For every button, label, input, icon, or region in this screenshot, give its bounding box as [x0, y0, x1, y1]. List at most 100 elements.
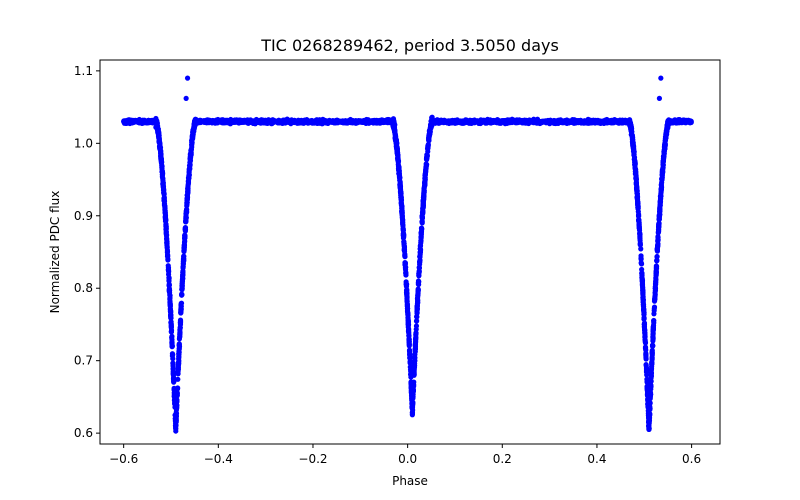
data-point: [163, 223, 169, 230]
data-point: [174, 386, 181, 392]
data-point: [638, 255, 644, 261]
data-point: [655, 229, 662, 235]
data-point: [664, 128, 670, 134]
x-tick-label: 0.6: [682, 452, 701, 466]
data-point: [510, 117, 517, 123]
data-point: [649, 342, 656, 348]
data-point: [415, 287, 421, 293]
data-point: [400, 222, 406, 228]
data-point: [184, 196, 190, 202]
data-point: [413, 334, 419, 340]
data-point: [412, 346, 418, 352]
data-point: [409, 404, 415, 410]
data-point: [419, 225, 425, 231]
data-point: [408, 371, 414, 377]
data-point: [397, 185, 404, 191]
data-point: [182, 233, 188, 239]
data-point: [646, 412, 653, 418]
data-point: [411, 363, 417, 369]
data-point: [651, 304, 658, 310]
x-tick-label: −0.4: [204, 452, 233, 466]
data-point: [165, 253, 171, 260]
x-tick-label: 0.0: [398, 452, 417, 466]
data-point: [419, 220, 425, 226]
data-point: [406, 341, 412, 348]
data-point: [649, 361, 655, 367]
data-point: [178, 309, 184, 315]
data-point: [405, 315, 411, 321]
data-point: [250, 118, 256, 124]
data-point: [270, 118, 276, 124]
data-point: [240, 117, 246, 124]
data-point: [656, 221, 662, 227]
data-point: [166, 275, 172, 281]
data-point: [176, 348, 182, 354]
data-point: [407, 364, 413, 370]
data-point: [648, 370, 655, 376]
data-point: [285, 119, 292, 126]
data-point: [637, 234, 643, 240]
x-tick-label: 0.4: [587, 452, 606, 466]
data-point: [182, 225, 189, 231]
data-point: [417, 246, 423, 252]
data-point: [650, 324, 656, 330]
data-point: [418, 234, 424, 240]
data-point: [421, 193, 427, 199]
data-point: [655, 242, 661, 249]
data-point: [611, 117, 618, 123]
data-point: [181, 255, 187, 262]
x-axis-label: Phase: [392, 474, 428, 488]
data-point: [350, 119, 356, 125]
data-point: [628, 129, 635, 135]
data-point: [184, 200, 190, 206]
data-point: [634, 187, 640, 194]
data-point: [523, 119, 529, 125]
data-point: [153, 120, 159, 126]
data-point: [168, 324, 174, 330]
data-point: [633, 176, 639, 183]
data-point: [641, 321, 647, 327]
data-point: [392, 135, 398, 141]
data-point: [652, 290, 658, 296]
data-point: [410, 387, 416, 393]
data-point: [651, 317, 657, 324]
data-point: [168, 308, 174, 314]
data-point: [658, 75, 664, 81]
data-point: [228, 116, 234, 123]
data-point: [178, 300, 185, 306]
data-point: [413, 318, 420, 324]
data-point: [591, 118, 597, 124]
data-point: [181, 239, 188, 245]
data-point: [660, 168, 666, 174]
data-point: [277, 118, 283, 124]
data-point: [659, 176, 665, 183]
data-point: [185, 182, 191, 188]
data-point: [381, 119, 387, 125]
data-point: [184, 75, 191, 81]
data-point: [633, 169, 639, 175]
data-point: [157, 143, 163, 149]
data-point: [410, 395, 416, 401]
data-point: [414, 298, 421, 305]
data-point: [415, 281, 421, 287]
data-point: [175, 376, 181, 382]
data-point: [174, 402, 180, 408]
data-point: [391, 123, 397, 129]
data-point: [164, 241, 170, 247]
data-point: [186, 166, 192, 172]
data-point: [179, 276, 186, 282]
y-tick-label: 0.9: [74, 209, 93, 223]
data-point: [167, 300, 173, 306]
data-point: [181, 244, 187, 251]
data-point: [198, 119, 204, 125]
data-point: [420, 200, 426, 206]
x-tick-label: −0.6: [109, 452, 138, 466]
data-point: [629, 134, 635, 140]
data-point: [656, 95, 663, 101]
data-point: [156, 135, 162, 141]
data-point: [639, 276, 645, 283]
y-tick-label: 0.8: [74, 281, 93, 295]
chart-title: TIC 0268289462, period 3.5050 days: [260, 36, 559, 55]
data-point: [295, 119, 301, 125]
